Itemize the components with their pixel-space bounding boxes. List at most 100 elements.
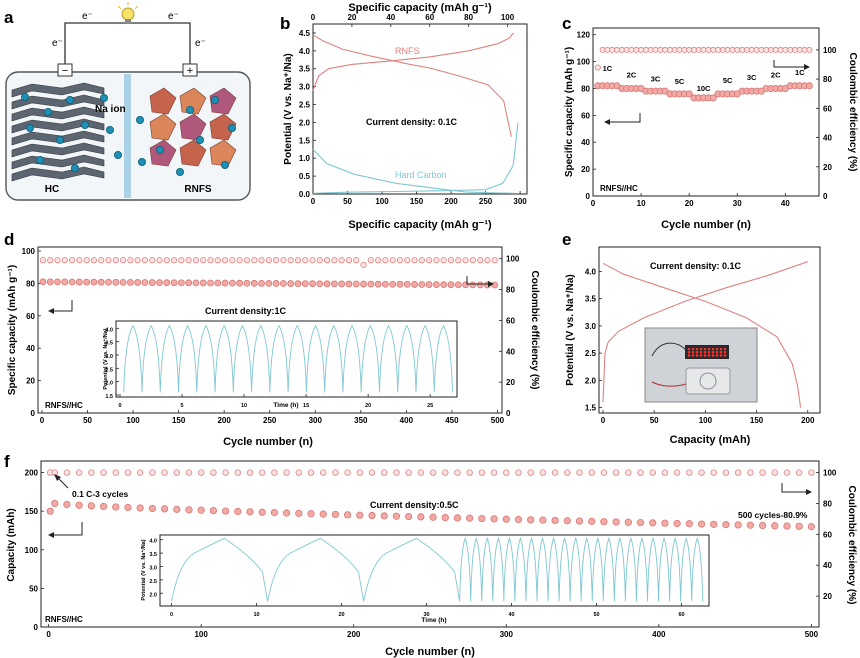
capacity-point <box>234 507 242 516</box>
capacity-point <box>287 280 295 287</box>
ce-point <box>539 469 547 476</box>
ce-point <box>649 469 656 476</box>
ce-point <box>47 257 54 264</box>
na-ion <box>220 160 229 169</box>
ce-point <box>491 257 498 264</box>
capacity-point <box>148 279 156 286</box>
plot-frame <box>40 460 820 628</box>
capacity-point <box>527 516 535 524</box>
capacity-point <box>228 279 236 287</box>
x-axis-label: Capacity (mAh) <box>670 434 751 446</box>
capacity-point <box>795 522 803 530</box>
ce-point <box>484 257 491 264</box>
capacity-point <box>807 523 815 531</box>
inset-x-tick-label: 0 <box>118 403 121 409</box>
led <box>707 354 711 357</box>
panel-letter-c: c <box>562 14 571 33</box>
capacity-point <box>221 507 230 515</box>
na-ion <box>100 94 109 103</box>
led <box>715 347 719 351</box>
ce-point <box>367 257 374 264</box>
x-tick-label: 300 <box>513 197 527 206</box>
capacity-point <box>46 507 54 515</box>
led <box>695 354 699 357</box>
ce-point <box>417 469 425 476</box>
legend-arrows <box>48 474 812 538</box>
led <box>687 350 691 354</box>
capacity-point <box>697 520 706 528</box>
capacity-point <box>805 82 813 90</box>
capacity-point <box>367 280 375 288</box>
inset-x-tick-label: 25 <box>427 403 433 409</box>
capacity-point <box>374 280 382 288</box>
led-label: LED <box>690 354 692 356</box>
capacity-point <box>141 279 149 286</box>
plot-frame <box>312 23 528 195</box>
ce-point <box>795 469 803 476</box>
ce-point <box>173 469 180 476</box>
capacity-point <box>539 516 547 524</box>
cell-label: RNFS//HC <box>45 401 83 410</box>
y2-tick-label: 80 <box>823 499 832 508</box>
graphite-layer <box>11 94 105 110</box>
na-ion <box>135 116 144 125</box>
ion-label: Na ion <box>95 104 126 115</box>
capacity-point <box>469 281 477 289</box>
rate-label: 5C <box>723 76 733 85</box>
y-axis-label: Specific capacity (mAh g⁻¹) <box>7 265 18 395</box>
ce-point <box>75 469 83 476</box>
x-tick-label: 250 <box>263 416 277 425</box>
ce-point <box>149 257 156 264</box>
y-tick-label: 1.5 <box>585 404 597 413</box>
inset-x-tick-label: 40 <box>508 612 514 618</box>
capacity-point <box>330 280 338 288</box>
charge-curve-red <box>312 32 514 91</box>
graphite-layer <box>11 118 105 134</box>
inset-y-tick-label: 2.0 <box>149 592 157 598</box>
y2-tick-label: 20 <box>823 163 832 172</box>
rate-label: 10C <box>697 84 711 93</box>
graphite-layer <box>11 82 105 98</box>
ce-point <box>405 469 412 476</box>
ce-point <box>433 257 440 264</box>
ce-point <box>454 469 461 476</box>
led <box>703 354 707 357</box>
na-ion <box>20 93 29 102</box>
x-tick-label: 0 <box>311 197 316 206</box>
capacity-point <box>685 90 693 98</box>
cell-label: RNFS//HC <box>45 615 83 624</box>
ce-point <box>149 469 156 476</box>
x2-tick-label: 60 <box>425 13 434 22</box>
capacity-point <box>345 280 353 288</box>
y-tick-label: 1.5 <box>299 136 311 145</box>
capacity-point <box>258 508 266 516</box>
ce-point <box>185 469 193 476</box>
capacity-point <box>514 515 523 524</box>
plot-frame <box>598 246 821 414</box>
ce-point <box>447 257 455 264</box>
capacity-point <box>411 281 418 288</box>
ce-point <box>309 257 316 264</box>
na-ion <box>137 157 146 166</box>
ce-point <box>747 469 754 476</box>
y-tick-label: 0 <box>34 623 39 632</box>
capacity-point <box>783 522 791 530</box>
y2-tick-label: 60 <box>823 104 832 113</box>
electron-label-1: e⁻ <box>82 11 93 22</box>
axis-ticks: 0 50 100 150 200 1.5 2.0 2.5 3.0 3.5 4.0 <box>585 267 815 425</box>
led <box>715 354 719 357</box>
capacity-point <box>307 510 315 518</box>
y2-tick-label: 0 <box>823 192 828 201</box>
x-tick-label: 100 <box>375 197 389 206</box>
capacity-point <box>563 517 571 525</box>
capacity-point <box>478 514 486 523</box>
ce-point <box>283 469 290 476</box>
y-axis-label: Potential (V vs. Na⁺/Na) <box>565 274 576 385</box>
charge-curve-blue <box>312 122 519 194</box>
x-tick-label: 10 <box>637 199 646 208</box>
capacity-point <box>214 279 222 287</box>
ce-point <box>771 469 778 476</box>
capacity-point <box>429 513 437 521</box>
na-ion <box>71 163 80 172</box>
